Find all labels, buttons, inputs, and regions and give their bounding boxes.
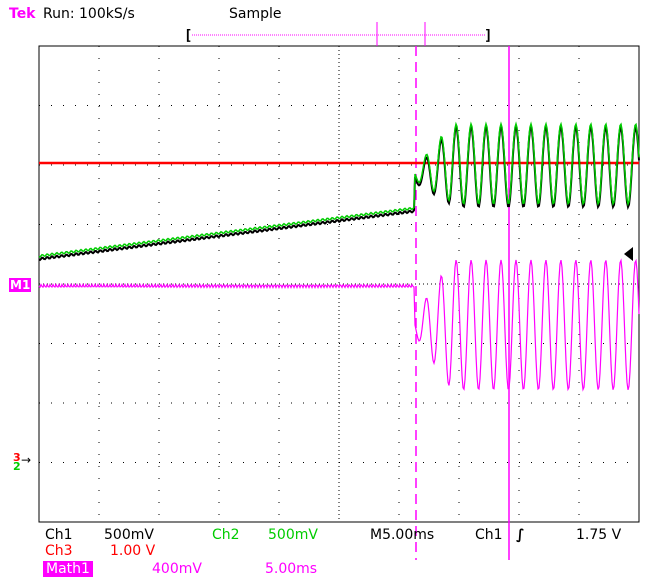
trigger-level: 1.75 V: [576, 527, 622, 543]
svg-text:[: [: [184, 28, 192, 44]
waveform-traces: [38, 121, 640, 392]
math-trace: [38, 258, 640, 392]
run-status: Run: 100kS/s: [43, 6, 135, 22]
record-bracket: [ ]: [184, 22, 492, 46]
ch3-scale: 1.00 V: [110, 543, 156, 559]
trigger-source: Ch1: [475, 527, 503, 543]
rising-edge-icon: ∫: [516, 527, 525, 543]
ch1-name: Ch1: [45, 527, 73, 543]
math-timebase: 5.00ms: [265, 561, 318, 577]
acquisition-mode: Sample: [229, 6, 282, 22]
math-name: Math1: [43, 561, 93, 577]
brand-label: Tek: [9, 6, 36, 22]
svg-text:]: ]: [484, 28, 492, 44]
ch2-name: Ch2: [212, 527, 240, 543]
trigger-level-icon[interactable]: [624, 247, 633, 261]
ch3-ground-marker[interactable]: 3: [13, 451, 21, 464]
ch2-scale: 500mV: [268, 527, 318, 543]
math-scale: 400mV: [152, 561, 202, 577]
ch2-trace: [38, 121, 640, 258]
ch3-name: Ch3: [45, 543, 73, 559]
marker-arrow-icon: →: [21, 453, 32, 467]
graticule-grid: [39, 46, 639, 522]
timebase: M5.00ms: [370, 527, 435, 543]
ch1-scale: 500mV: [104, 527, 154, 543]
math-ground-marker[interactable]: M1: [9, 278, 32, 292]
ch2-ground-marker[interactable]: 2: [13, 460, 21, 473]
ch1-trace: [38, 123, 640, 262]
